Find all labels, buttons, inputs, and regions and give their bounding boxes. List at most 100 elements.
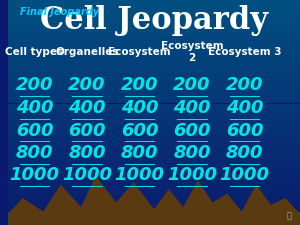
Bar [8, 171, 300, 173]
Bar [8, 126, 300, 128]
Bar [8, 63, 300, 65]
Bar [8, 220, 300, 223]
Text: 200: 200 [68, 76, 106, 94]
Bar [8, 142, 300, 144]
Text: 800: 800 [68, 144, 106, 162]
Bar [8, 164, 300, 166]
Text: Ecosystem 3: Ecosystem 3 [208, 47, 281, 57]
Bar [8, 115, 300, 117]
Text: 200: 200 [226, 76, 263, 94]
Bar [8, 38, 300, 40]
Bar [8, 97, 300, 99]
Bar [8, 83, 300, 86]
Text: 1000: 1000 [115, 166, 164, 184]
Bar [8, 106, 300, 108]
Bar [8, 200, 300, 202]
Bar [8, 196, 300, 198]
Text: Cell types: Cell types [5, 47, 64, 57]
Text: 400: 400 [121, 99, 158, 117]
Text: 400: 400 [173, 99, 211, 117]
Bar [8, 74, 300, 76]
Bar [8, 92, 300, 94]
Bar [8, 40, 300, 43]
Text: 800: 800 [121, 144, 158, 162]
Bar [8, 36, 300, 38]
Text: 800: 800 [226, 144, 263, 162]
Bar [8, 79, 300, 81]
Bar [8, 144, 300, 146]
Bar [8, 25, 300, 27]
Text: Ecosystem
2: Ecosystem 2 [161, 41, 223, 63]
Bar [8, 43, 300, 45]
Bar [8, 140, 300, 142]
Bar [8, 122, 300, 124]
Bar [8, 218, 300, 220]
Bar [8, 173, 300, 176]
Bar [8, 88, 300, 90]
Bar [8, 189, 300, 191]
Bar [8, 202, 300, 205]
Bar [8, 162, 300, 164]
Polygon shape [8, 212, 300, 225]
Bar [8, 7, 300, 9]
Bar [8, 108, 300, 110]
Bar [8, 158, 300, 160]
Text: Organelles: Organelles [55, 47, 119, 57]
Bar [8, 205, 300, 207]
Polygon shape [8, 176, 300, 225]
Text: 200: 200 [173, 76, 211, 94]
Text: 1000: 1000 [167, 166, 217, 184]
Text: Cell Jeopardy: Cell Jeopardy [40, 5, 268, 36]
Bar [8, 81, 300, 83]
Bar [8, 56, 300, 58]
Bar [8, 184, 300, 187]
Bar [8, 151, 300, 153]
Text: 600: 600 [226, 122, 263, 140]
Bar [8, 50, 300, 52]
Bar [8, 27, 300, 29]
Text: 400: 400 [226, 99, 263, 117]
Bar [8, 101, 300, 104]
Bar [8, 137, 300, 140]
Bar [8, 65, 300, 68]
Text: 600: 600 [16, 122, 53, 140]
Bar [8, 146, 300, 148]
Bar [8, 16, 300, 18]
Bar [8, 216, 300, 218]
Bar [8, 45, 300, 47]
Bar [8, 11, 300, 13]
Bar [8, 2, 300, 4]
Bar [8, 86, 300, 88]
Bar [8, 155, 300, 158]
Bar [8, 124, 300, 126]
Text: 400: 400 [16, 99, 53, 117]
Bar [8, 119, 300, 122]
Bar [8, 72, 300, 74]
Bar [8, 18, 300, 20]
Bar [8, 117, 300, 119]
Bar [8, 58, 300, 61]
Bar [8, 223, 300, 225]
Bar [8, 153, 300, 155]
Text: 600: 600 [68, 122, 106, 140]
Bar [8, 160, 300, 162]
Text: Final Jeopardy: Final Jeopardy [20, 7, 99, 17]
Bar [8, 112, 300, 115]
Text: 200: 200 [16, 76, 53, 94]
Bar [8, 90, 300, 92]
Text: 1000: 1000 [62, 166, 112, 184]
Text: 1000: 1000 [220, 166, 269, 184]
Bar [8, 4, 300, 7]
Bar [8, 54, 300, 56]
Bar [8, 34, 300, 36]
Text: 1000: 1000 [9, 166, 59, 184]
Bar [8, 178, 300, 180]
Bar [8, 166, 300, 169]
Text: 600: 600 [173, 122, 211, 140]
Bar [8, 29, 300, 32]
Bar [8, 76, 300, 79]
Bar [8, 209, 300, 211]
Text: 800: 800 [173, 144, 211, 162]
Bar [8, 110, 300, 112]
Bar [8, 169, 300, 171]
